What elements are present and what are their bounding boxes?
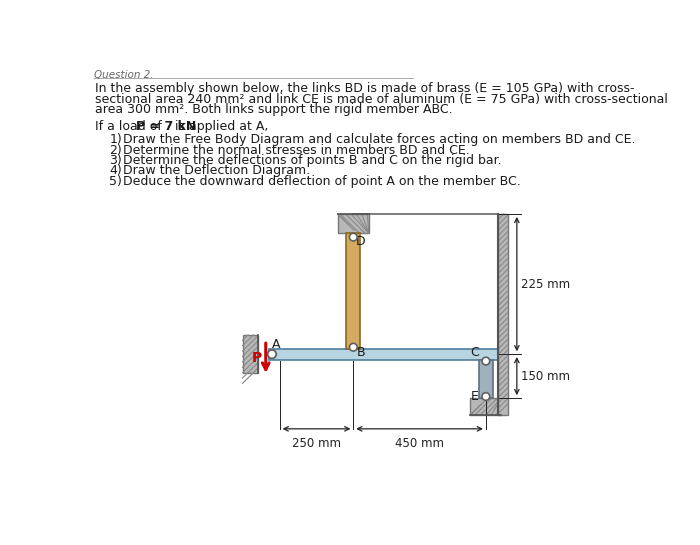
Text: 250 mm: 250 mm <box>292 437 341 450</box>
Text: If a load of: If a load of <box>95 120 166 132</box>
Bar <box>242 335 258 373</box>
Text: A: A <box>272 338 280 351</box>
Circle shape <box>349 233 357 241</box>
Circle shape <box>349 343 357 351</box>
Text: is applied at A,: is applied at A, <box>172 120 269 132</box>
Text: area 300 mm². Both links support the rigid member ABC.: area 300 mm². Both links support the rig… <box>95 103 453 116</box>
Bar <box>479 360 493 398</box>
Text: 150 mm: 150 mm <box>521 370 570 383</box>
Text: Determine the deflections of points B and C on the rigid bar.: Determine the deflections of points B an… <box>123 154 502 167</box>
Bar <box>338 214 369 233</box>
Text: 3): 3) <box>109 154 122 167</box>
Text: Draw the Deflection Diagram.: Draw the Deflection Diagram. <box>123 165 310 177</box>
Circle shape <box>482 392 490 401</box>
Bar <box>269 349 498 360</box>
Bar <box>498 214 508 415</box>
Circle shape <box>482 357 490 365</box>
Bar <box>346 233 360 349</box>
Text: 225 mm: 225 mm <box>521 277 570 290</box>
Text: Draw the Free Body Diagram and calculate forces acting on members BD and CE.: Draw the Free Body Diagram and calculate… <box>123 133 636 146</box>
Text: sectional area 240 mm² and link CE is made of aluminum (E = 75 GPa) with cross-s: sectional area 240 mm² and link CE is ma… <box>95 93 668 106</box>
Text: 450 mm: 450 mm <box>395 437 444 450</box>
Text: Question 2.: Question 2. <box>94 70 153 80</box>
Bar <box>470 398 501 415</box>
Text: 2): 2) <box>109 143 122 156</box>
Text: 1): 1) <box>109 133 122 146</box>
Text: In the assembly shown below, the links BD is made of brass (E = 105 GPa) with cr: In the assembly shown below, the links B… <box>95 82 635 95</box>
Text: Determine the normal stresses in members BD and CE.: Determine the normal stresses in members… <box>123 143 470 156</box>
Text: 5): 5) <box>109 175 122 187</box>
Text: Deduce the downward deflection of point A on the member BC.: Deduce the downward deflection of point … <box>123 175 521 187</box>
Circle shape <box>267 350 276 359</box>
Text: P: P <box>251 351 262 365</box>
Text: P = 7 kN: P = 7 kN <box>136 120 196 132</box>
Text: C: C <box>470 347 479 360</box>
Text: D: D <box>356 235 365 248</box>
Text: B: B <box>357 347 366 360</box>
Text: 4): 4) <box>109 165 122 177</box>
Text: E: E <box>470 390 478 403</box>
